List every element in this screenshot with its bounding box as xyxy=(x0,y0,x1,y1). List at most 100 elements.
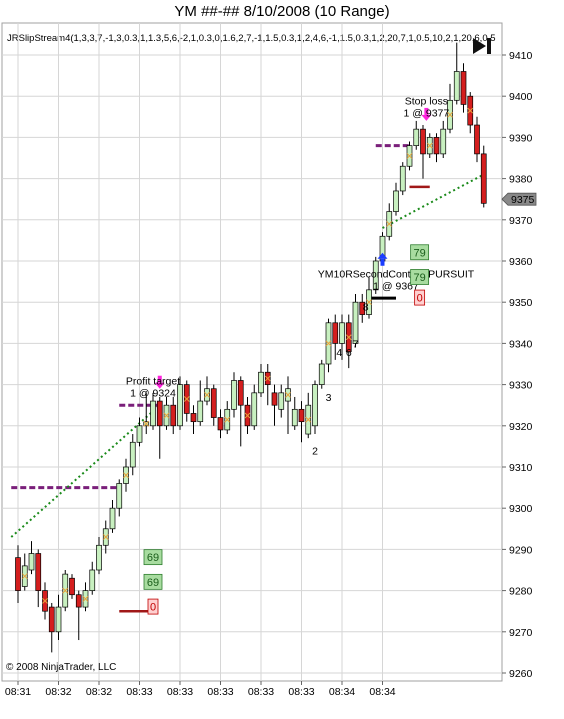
x-marker xyxy=(224,416,231,423)
candle-up[interactable] xyxy=(413,120,420,150)
candle-up[interactable] xyxy=(163,396,170,430)
candle-up[interactable] xyxy=(251,384,258,430)
candle-up[interactable] xyxy=(352,293,359,348)
candle-down[interactable] xyxy=(48,602,55,653)
trade-annotation: 1 @ 9367 xyxy=(373,280,419,292)
candle-body xyxy=(339,322,345,344)
arrow-shaft xyxy=(424,107,429,115)
candle-up[interactable] xyxy=(116,479,123,517)
candle-down[interactable] xyxy=(170,396,177,435)
candle-up[interactable] xyxy=(21,553,28,591)
bar-count-label: 6 xyxy=(346,347,352,359)
candle-up[interactable] xyxy=(129,434,136,476)
candle-up[interactable] xyxy=(278,384,285,418)
candle-up[interactable] xyxy=(453,42,460,105)
candle-up[interactable] xyxy=(62,570,69,612)
candle-up[interactable] xyxy=(136,417,143,447)
candle-up[interactable] xyxy=(386,203,393,241)
candle-up[interactable] xyxy=(325,318,332,373)
candle-down[interactable] xyxy=(210,384,217,426)
candle-down[interactable] xyxy=(332,314,339,360)
y-tick-label: 9290 xyxy=(509,544,533,556)
candle-down[interactable] xyxy=(190,405,197,435)
candle-up[interactable] xyxy=(143,392,150,435)
candle-up[interactable] xyxy=(285,376,291,435)
candle-up[interactable] xyxy=(291,396,298,430)
x-marker xyxy=(143,420,150,427)
candle-down[interactable] xyxy=(460,63,467,113)
candle-up[interactable] xyxy=(372,256,379,294)
candle-up[interactable] xyxy=(399,162,406,196)
pnl-box-bg xyxy=(143,549,163,566)
candle-down[interactable] xyxy=(244,396,251,435)
candle-up[interactable] xyxy=(426,133,433,158)
candle-down[interactable] xyxy=(345,314,352,369)
y-tick-label: 9370 xyxy=(509,215,533,227)
candle-up[interactable] xyxy=(440,120,447,158)
candle-body xyxy=(55,606,62,633)
trend-dotted-line xyxy=(10,404,161,538)
candle-down[interactable] xyxy=(35,549,42,608)
candle-up[interactable] xyxy=(366,277,372,319)
x-tick-label: 08:34 xyxy=(369,686,395,698)
candle-up[interactable] xyxy=(224,401,231,435)
candle-up[interactable] xyxy=(55,594,62,641)
candle-up[interactable] xyxy=(96,537,102,575)
candle-body xyxy=(474,124,480,155)
candle-up[interactable] xyxy=(305,392,312,439)
candle-up[interactable] xyxy=(447,83,453,134)
candle-body xyxy=(440,128,447,155)
candle-down[interactable] xyxy=(75,590,82,641)
candle-down[interactable] xyxy=(474,116,480,163)
candle-down[interactable] xyxy=(467,92,474,134)
candle-up[interactable] xyxy=(123,458,129,492)
candle-down[interactable] xyxy=(183,380,190,422)
candle-down[interactable] xyxy=(156,396,163,459)
candle-up[interactable] xyxy=(312,380,318,435)
candle-down[interactable] xyxy=(42,582,48,620)
profit-box: 79 xyxy=(410,269,430,285)
candle-up[interactable] xyxy=(406,141,413,171)
candle-up[interactable] xyxy=(150,392,156,430)
pnl-box-text: 69 xyxy=(147,577,159,589)
candle-up[interactable] xyxy=(89,561,96,595)
candle-body xyxy=(35,553,42,591)
candle-down[interactable] xyxy=(420,125,426,179)
y-tick-label: 9300 xyxy=(509,503,533,515)
candle-up[interactable] xyxy=(393,182,399,216)
bar-count-label: 3 xyxy=(326,392,332,404)
candle-body xyxy=(251,392,258,427)
nav-end-button[interactable] xyxy=(473,38,491,54)
candle-body xyxy=(460,71,467,105)
candle-down[interactable] xyxy=(15,545,21,603)
candle-up[interactable] xyxy=(204,376,210,406)
candle-up[interactable] xyxy=(102,520,109,554)
x-marker xyxy=(467,107,474,114)
y-tick-label: 9380 xyxy=(509,174,533,186)
candle-down[interactable] xyxy=(480,145,487,208)
candle-up[interactable] xyxy=(109,499,116,533)
candle-down[interactable] xyxy=(217,409,224,439)
candle-down[interactable] xyxy=(298,401,305,443)
x-marker xyxy=(264,375,271,382)
candle-body xyxy=(258,371,264,394)
candle-down[interactable] xyxy=(271,384,278,426)
candle-up[interactable] xyxy=(339,314,345,360)
candle-up[interactable] xyxy=(177,376,183,430)
candle-up[interactable] xyxy=(231,372,237,418)
candle-up[interactable] xyxy=(318,359,325,389)
candle-down[interactable] xyxy=(433,133,440,163)
candle-up[interactable] xyxy=(28,541,35,575)
candle-up[interactable] xyxy=(258,364,264,397)
candle-down[interactable] xyxy=(237,376,244,447)
pnl-box-text: 0 xyxy=(150,602,156,614)
candle-body xyxy=(210,388,217,418)
candle-down[interactable] xyxy=(264,364,271,406)
candle-body xyxy=(136,425,143,443)
candle-down[interactable] xyxy=(69,574,75,599)
candle-up[interactable] xyxy=(82,582,89,612)
candle-up[interactable] xyxy=(197,380,204,426)
candle-down[interactable] xyxy=(359,293,366,323)
